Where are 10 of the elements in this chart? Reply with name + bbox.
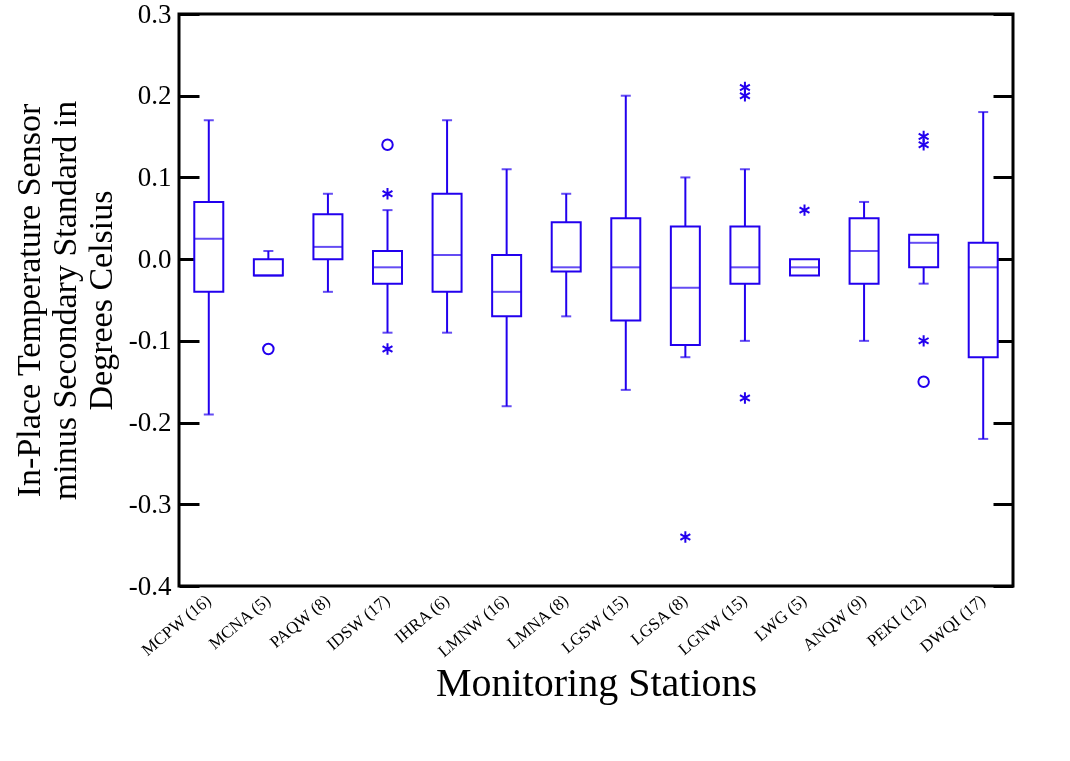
y-tick-label: 0.3 (137, 0, 172, 29)
y-tick-label: 0.1 (137, 161, 172, 192)
y-tick-label: 0.0 (137, 243, 172, 274)
y-tick-label: -0.2 (128, 407, 172, 438)
y-tick-label: -0.1 (128, 325, 172, 356)
y-axis-title: In-Place Temperature Sensor minus Secondary Standard in Degrees Celsius (9, 100, 119, 501)
y-tick-label: -0.3 (128, 488, 172, 519)
x-axis-title: Monitoring Stations (435, 660, 758, 706)
y-tick-label: 0.2 (137, 80, 172, 111)
y-tick-label: -0.4 (128, 570, 172, 601)
